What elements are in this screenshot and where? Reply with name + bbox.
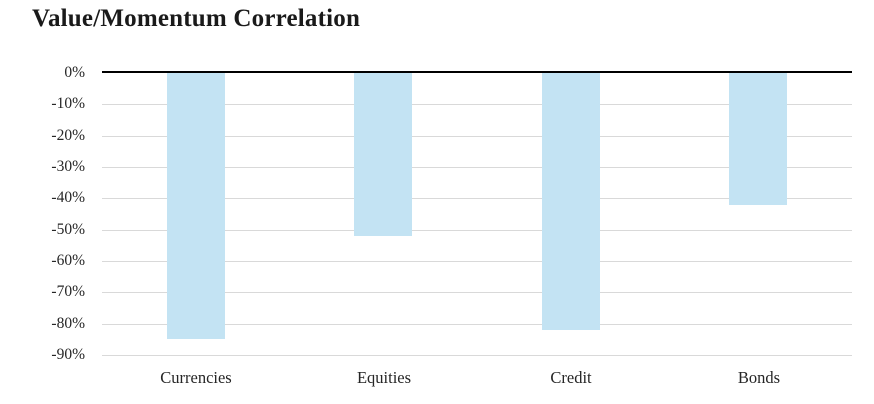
bar-currencies (167, 73, 225, 339)
bar-equities (354, 73, 412, 236)
x-axis-category-label: Bonds (737, 368, 781, 387)
gridline (102, 198, 852, 199)
gridline (102, 136, 852, 137)
y-axis-tick-label: -20% (51, 127, 85, 144)
chart-title: Value/Momentum Correlation (32, 5, 361, 32)
x-axis-zero-line (102, 71, 852, 73)
y-axis-tick-label: -90% (51, 346, 85, 363)
bar-credit (542, 73, 600, 330)
bar-bonds (729, 73, 787, 205)
y-axis-tick-label: -40% (51, 189, 85, 206)
gridline (102, 261, 852, 262)
y-axis-tick-label: -10% (51, 95, 85, 112)
y-axis-tick-label: 0% (64, 64, 85, 81)
gridline (102, 292, 852, 293)
y-axis-tick-label: -70% (51, 283, 85, 300)
gridline (102, 167, 852, 168)
gridline (102, 324, 852, 325)
y-axis-tick-label: -30% (51, 158, 85, 175)
x-axis-category-label: Equities (356, 368, 412, 387)
y-axis-tick-label: -80% (51, 315, 85, 332)
y-axis-tick-label: -60% (51, 252, 85, 269)
x-axis-category-label: Currencies (160, 368, 232, 387)
gridline (102, 230, 852, 231)
gridline (102, 104, 852, 105)
gridline (102, 355, 852, 356)
y-axis-tick-label: -50% (51, 221, 85, 238)
x-axis-category-label: Credit (550, 368, 592, 387)
